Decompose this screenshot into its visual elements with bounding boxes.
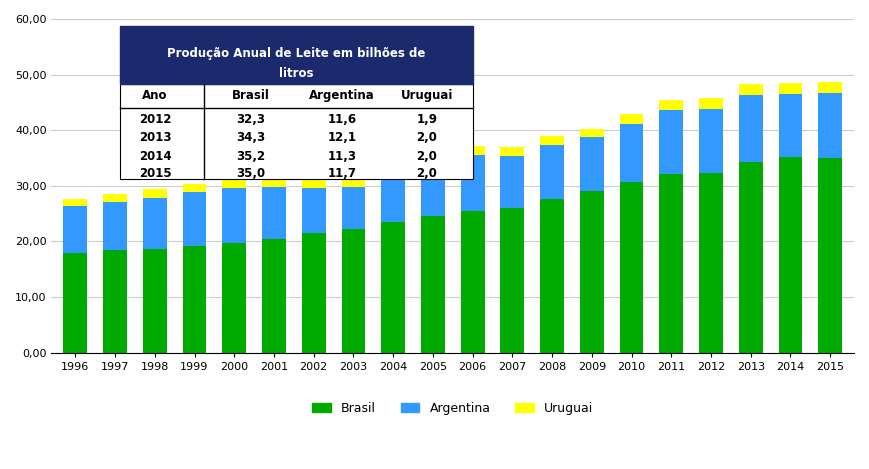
Text: 34,3: 34,3 bbox=[235, 131, 265, 144]
Bar bbox=[143, 197, 167, 249]
Bar bbox=[699, 98, 723, 108]
Bar bbox=[739, 162, 763, 353]
Bar bbox=[342, 187, 365, 229]
Legend: Brasil, Argentina, Uruguai: Brasil, Argentina, Uruguai bbox=[307, 397, 599, 420]
Bar bbox=[302, 180, 326, 188]
Bar bbox=[660, 174, 683, 353]
Text: 11,6: 11,6 bbox=[328, 113, 356, 126]
Text: 2,0: 2,0 bbox=[416, 150, 437, 163]
Bar bbox=[302, 233, 326, 353]
Text: 2,0: 2,0 bbox=[416, 166, 437, 180]
Bar bbox=[699, 173, 723, 353]
Bar bbox=[182, 246, 207, 353]
Bar bbox=[660, 99, 683, 110]
Text: Uruguai: Uruguai bbox=[401, 89, 453, 102]
Bar bbox=[222, 188, 246, 242]
Bar bbox=[501, 208, 524, 353]
Text: 35,0: 35,0 bbox=[235, 166, 265, 180]
FancyBboxPatch shape bbox=[120, 84, 473, 179]
Bar bbox=[103, 194, 127, 202]
Bar bbox=[182, 192, 207, 246]
Bar bbox=[262, 187, 286, 239]
Bar bbox=[421, 151, 445, 160]
Bar bbox=[739, 95, 763, 162]
Bar bbox=[541, 144, 564, 199]
Bar bbox=[501, 156, 524, 208]
Bar bbox=[461, 212, 485, 353]
Text: 32,3: 32,3 bbox=[235, 113, 265, 126]
Bar bbox=[819, 93, 842, 158]
Bar bbox=[143, 189, 167, 197]
Text: 1,9: 1,9 bbox=[416, 113, 437, 126]
Bar bbox=[342, 229, 365, 353]
Text: 11,7: 11,7 bbox=[328, 166, 356, 180]
Bar bbox=[63, 198, 87, 206]
Bar bbox=[63, 253, 87, 353]
Bar bbox=[381, 171, 405, 222]
Bar bbox=[501, 147, 524, 156]
Bar bbox=[620, 123, 643, 182]
Bar bbox=[541, 136, 564, 144]
Bar bbox=[779, 83, 802, 94]
Text: Produção Anual de Leite em bilhões de: Produção Anual de Leite em bilhões de bbox=[167, 47, 426, 60]
Bar bbox=[143, 249, 167, 353]
Bar bbox=[381, 222, 405, 353]
Text: 2015: 2015 bbox=[139, 166, 171, 180]
Bar bbox=[779, 94, 802, 157]
Text: 35,2: 35,2 bbox=[235, 150, 265, 163]
Text: Argentina: Argentina bbox=[309, 89, 375, 102]
Text: Brasil: Brasil bbox=[231, 89, 269, 102]
Bar bbox=[660, 110, 683, 174]
Bar bbox=[461, 155, 485, 212]
FancyBboxPatch shape bbox=[120, 26, 473, 84]
Bar bbox=[580, 137, 604, 191]
Bar bbox=[222, 180, 246, 188]
Bar bbox=[461, 146, 485, 155]
Text: litros: litros bbox=[279, 67, 314, 80]
Bar bbox=[819, 158, 842, 353]
Bar bbox=[103, 202, 127, 250]
Text: 2,0: 2,0 bbox=[416, 131, 437, 144]
Bar bbox=[182, 184, 207, 192]
Bar bbox=[381, 162, 405, 171]
Text: 2012: 2012 bbox=[139, 113, 171, 126]
Text: Ano: Ano bbox=[143, 89, 168, 102]
Text: 11,3: 11,3 bbox=[328, 150, 356, 163]
Bar bbox=[342, 180, 365, 187]
Bar bbox=[103, 250, 127, 353]
Bar bbox=[541, 199, 564, 353]
Text: 2014: 2014 bbox=[139, 150, 171, 163]
Bar bbox=[262, 239, 286, 353]
Bar bbox=[421, 216, 445, 353]
Bar bbox=[819, 82, 842, 93]
Bar bbox=[620, 114, 643, 123]
Text: 12,1: 12,1 bbox=[328, 131, 356, 144]
Bar bbox=[222, 242, 246, 353]
Bar bbox=[699, 108, 723, 173]
Bar bbox=[580, 129, 604, 137]
Bar bbox=[302, 188, 326, 233]
Bar bbox=[63, 206, 87, 253]
Bar bbox=[620, 182, 643, 353]
Bar bbox=[262, 179, 286, 187]
Bar bbox=[580, 191, 604, 353]
Text: 2013: 2013 bbox=[139, 131, 171, 144]
Bar bbox=[779, 157, 802, 353]
Bar bbox=[739, 83, 763, 95]
Bar bbox=[421, 160, 445, 216]
